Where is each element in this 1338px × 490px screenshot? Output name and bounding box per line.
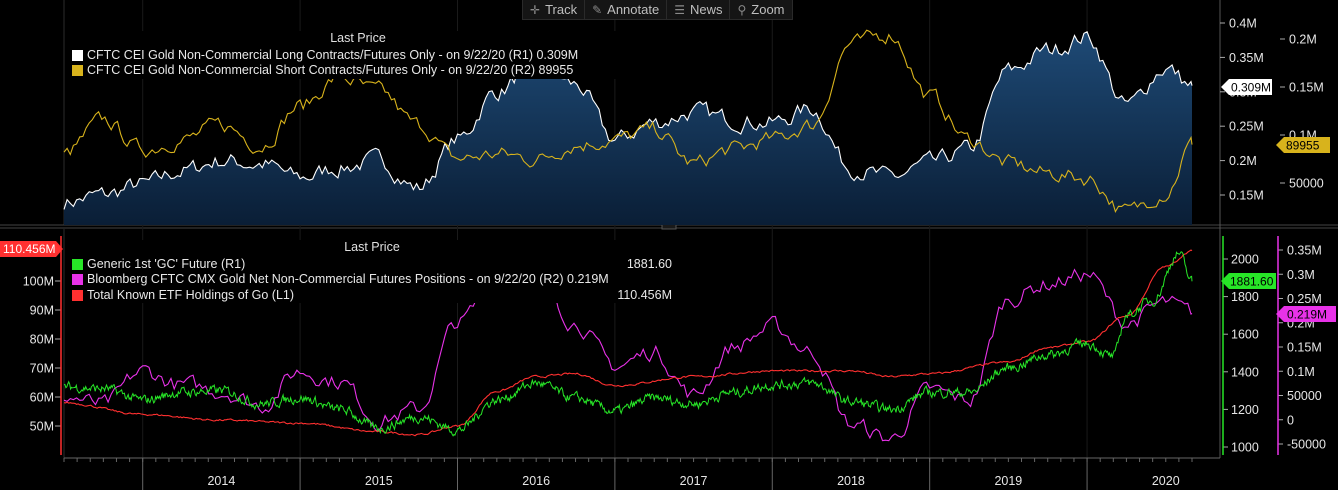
news-icon: ☰ (674, 2, 685, 17)
bottom-r1-tick-label: 1400 (1231, 365, 1259, 379)
legend-swatch-magenta (72, 274, 83, 286)
badge-top-long: 0.309M (1221, 79, 1272, 95)
bottom-legend-item-etf[interactable]: Total Known ETF Holdings of Go (L1) 110.… (72, 288, 672, 304)
crosshair-icon: ✛ (530, 2, 541, 17)
bottom-r2-tick-label: 50000 (1287, 389, 1322, 403)
bottom-r1-tick-label: 2000 (1231, 253, 1259, 267)
x-year-label: 2020 (1152, 474, 1180, 488)
badge-net-positions: 0.219M (1276, 306, 1336, 322)
x-year-label: 2015 (365, 474, 393, 488)
bottom-l1-tick-label: 60M (30, 391, 54, 405)
badge-top-short: 89955 (1276, 137, 1330, 153)
legend-swatch-gold (72, 65, 83, 77)
zoom-label: Zoom (751, 2, 785, 17)
bottom-l1-tick-label: 50M (30, 420, 54, 434)
badge-top-short-text: 89955 (1286, 139, 1320, 153)
bottom-l1-axis: 50M 60M 70M 80M 90M 100M (23, 275, 61, 434)
badge-etf: 110.456M (0, 241, 63, 257)
x-year-label: 2018 (837, 474, 865, 488)
bottom-r1-axis: 1000 1200 1400 1600 1800 2000 (1223, 253, 1259, 455)
bottom-legend-value-gold: 1881.60 (626, 256, 672, 271)
series-long-line (63, 31, 1193, 210)
top-legend-label-long: CFTC CEI Gold Non-Commercial Long Contra… (87, 47, 579, 62)
bottom-r1-tick-label: 1000 (1231, 441, 1259, 455)
legend-swatch-red (72, 289, 83, 301)
badge-gold-price: 1881.60 (1221, 273, 1276, 289)
badge-etf-text: 110.456M (3, 242, 55, 256)
bottom-r2-tick-label: -50000 (1287, 438, 1326, 452)
bottom-legend: Last Price Generic 1st 'GC' Future (R1) … (72, 240, 672, 303)
last-value-badges: 0.309M 89955 1881.60 0.219M 110.456M (0, 79, 1336, 322)
bottom-r2-tick-label: 0.25M (1287, 292, 1322, 306)
top-r2-tick-label: 0.2M (1289, 33, 1317, 47)
top-legend-item-short[interactable]: CFTC CEI Gold Non-Commercial Short Contr… (72, 63, 644, 79)
bottom-r2-tick-label: 0.1M (1287, 365, 1315, 379)
bottom-r1-tick-label: 1600 (1231, 328, 1259, 342)
bottom-legend-item-gold[interactable]: Generic 1st 'GC' Future (R1) 1881.60 (72, 257, 672, 273)
chart-toolbar: ✛ Track ✎ Annotate ☰ News ⚲ Zoom (522, 0, 793, 20)
series-etf-line (63, 249, 1193, 437)
magnifier-icon: ⚲ (737, 2, 747, 17)
track-label: Track (545, 2, 578, 17)
top-r1-tick-label: 0.35M (1229, 51, 1264, 65)
top-plot-area (63, 29, 1193, 225)
bottom-r1-tick-label: 1200 (1231, 403, 1259, 417)
news-button[interactable]: ☰ News (667, 0, 731, 19)
bottom-legend-label-gold: Generic 1st 'GC' Future (R1) (87, 256, 246, 271)
badge-gold-price-text: 1881.60 (1230, 275, 1274, 289)
top-legend: Last Price CFTC CEI Gold Non-Commercial … (72, 31, 644, 79)
bottom-legend-label-net: Bloomberg CFTC CMX Gold Net Non-Commerci… (87, 272, 609, 286)
top-legend-label-short: CFTC CEI Gold Non-Commercial Short Contr… (87, 63, 574, 77)
bottom-l1-tick-label: 90M (30, 304, 54, 318)
bottom-l1-tick-label: 100M (23, 275, 54, 289)
legend-swatch-white (72, 49, 83, 61)
annotate-button[interactable]: ✎ Annotate (585, 0, 668, 19)
bottom-legend-value-etf: 110.456M (617, 287, 672, 302)
x-year-label: 2014 (207, 474, 235, 488)
top-r1-tick-label: 0.2M (1229, 154, 1257, 168)
series-net-positions-line (63, 261, 1193, 442)
x-axis: 2014 2015 2016 2017 2018 2019 2020 (63, 457, 1220, 490)
track-button[interactable]: ✛ Track (523, 0, 586, 19)
badge-top-long-text: 0.309M (1231, 81, 1271, 95)
top-r1-tick-label: 0.15M (1229, 189, 1264, 203)
bottom-r2-tick-label: 0 (1287, 413, 1294, 427)
top-r1-tick-label: 0.4M (1229, 17, 1257, 31)
zoom-button[interactable]: ⚲ Zoom (730, 0, 791, 19)
series-gold-future-line (63, 251, 1193, 437)
top-r1-tick-label: 0.25M (1229, 120, 1264, 134)
bottom-r2-tick-label: 0.35M (1287, 244, 1322, 258)
bottom-plot-area (63, 249, 1193, 442)
bottom-l1-tick-label: 80M (30, 333, 54, 347)
series-short-line (63, 29, 1193, 213)
top-legend-title: Last Price (330, 31, 386, 45)
bottom-legend-label-etf: Total Known ETF Holdings of Go (L1) (87, 287, 295, 302)
x-year-label: 2019 (994, 474, 1022, 488)
pencil-icon: ✎ (592, 2, 603, 17)
annotate-label: Annotate (607, 2, 660, 17)
bottom-r2-tick-label: 0.15M (1287, 341, 1322, 355)
top-r2-tick-label: 50000 (1289, 177, 1324, 191)
bottom-r2-tick-label: 0.3M (1287, 268, 1315, 282)
legend-swatch-green (72, 258, 83, 270)
x-year-label: 2017 (680, 474, 708, 488)
bottom-r1-tick-label: 1800 (1231, 290, 1259, 304)
news-label: News (689, 2, 723, 17)
bottom-l1-tick-label: 70M (30, 362, 54, 376)
badge-net-positions-text: 0.219M (1287, 308, 1327, 322)
top-r2-tick-label: 0.15M (1289, 81, 1324, 95)
x-year-label: 2016 (522, 474, 550, 488)
bottom-legend-title: Last Price (344, 240, 400, 254)
bottom-legend-item-net[interactable]: Bloomberg CFTC CMX Gold Net Non-Commerci… (72, 272, 672, 288)
series-long-area (64, 31, 1192, 225)
top-legend-item-long[interactable]: CFTC CEI Gold Non-Commercial Long Contra… (72, 48, 644, 64)
